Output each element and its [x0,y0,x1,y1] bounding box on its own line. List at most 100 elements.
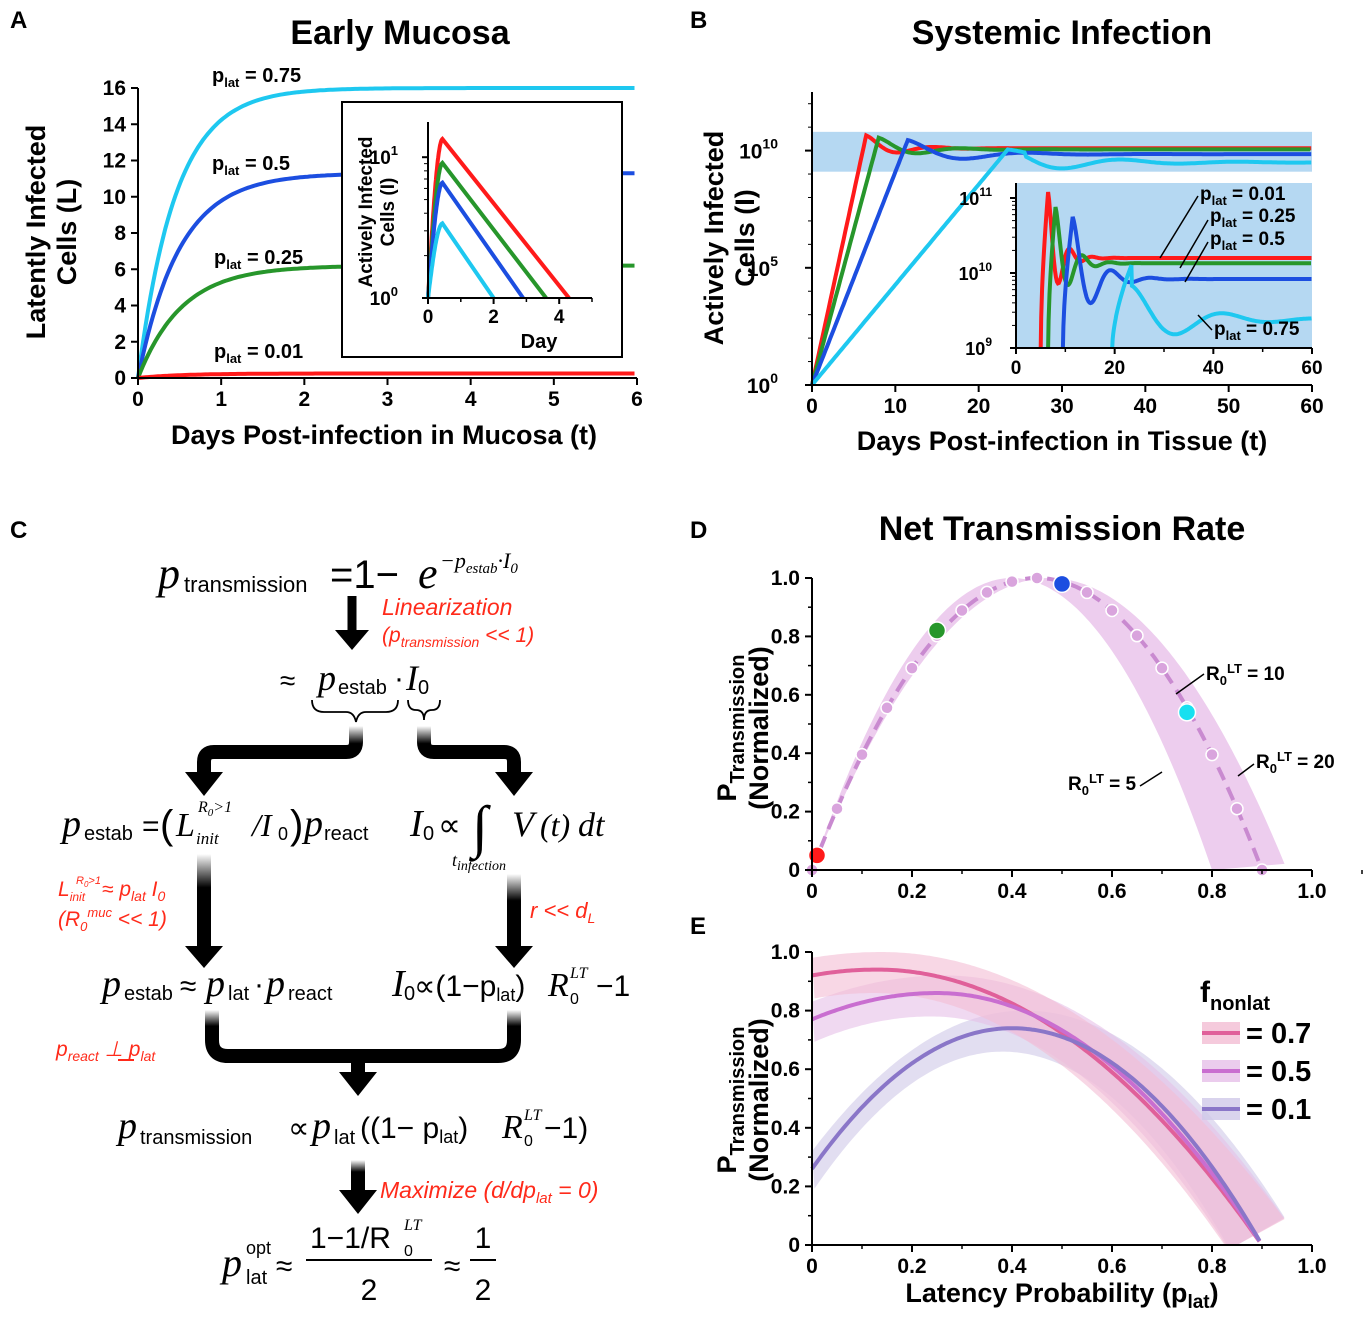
svg-text:∝: ∝ [438,807,461,843]
y-tick-label-a: 2 [114,331,126,354]
inset-y-tick-label-b: 1011 [959,185,992,209]
svg-text:p: p [301,803,323,845]
data-point-d [1005,574,1019,589]
legend-label-2: = 0.1 [1246,1094,1311,1126]
svg-text:R0>1: R0>1 [197,799,232,819]
series-label-a-2: plat = 0.25 [214,247,303,272]
data-point-d [830,801,844,816]
svg-text:p: p [99,963,121,1005]
svg-text:L: L [175,807,195,844]
svg-text:Latency Probability (plat): Latency Probability (plat) [905,1278,1218,1313]
svg-text:plat = 0.01: plat = 0.01 [1200,184,1286,208]
highlight-point-d [1177,703,1197,722]
series-line-b-2 [810,137,1312,386]
svg-text:r << dL: r << dL [530,898,595,926]
svg-text:p: p [263,963,285,1005]
r0-label-10: R0LT = 10 [1206,661,1285,688]
svg-text:(Normalized): (Normalized) [744,1018,774,1182]
svg-text:≈: ≈ [180,970,196,1003]
series-line-b-3 [810,147,1312,387]
arrow-left-mid-head [185,946,223,968]
svg-text:/I: /I [250,807,273,843]
brace-right [407,699,441,721]
svg-text:R0LT = 10: R0LT = 10 [1206,661,1285,688]
y-axis-label-d: PTransmission (Normalized) [712,646,774,810]
series-line-b-1 [810,135,1311,386]
band-e-0 [812,1010,1285,1245]
legend-e: fnonlat = 0.7 = 0.5 = 0.1 [1200,976,1311,1126]
cond-right: r << dL [530,898,595,926]
panel-letter-a: A [10,7,27,34]
inset-y-label-a-line2: Cells (I) [378,178,399,247]
y-axis-label-a-line2: Cells (L) [52,179,82,286]
svg-text:1−1/R: 1−1/R [310,1222,391,1255]
x-tick-label-d: 0 [806,880,818,903]
svg-text:2: 2 [361,1274,378,1307]
eq-top: p transmission =1− e −pestab·I0 [155,548,518,598]
curve-left [197,726,363,776]
x-tick-label-a: 2 [298,388,310,411]
svg-text:plat = 0.01: plat = 0.01 [214,341,303,366]
inset-plot-b: 0 20 40 60 109 1010 1011 [959,183,1323,379]
x-tick-label-a: 3 [382,388,394,411]
data-point-d [1030,571,1044,585]
inset-label-b-1: plat = 0.25 [1210,206,1296,230]
data-point-d [1155,661,1169,675]
svg-text:estab: estab [124,983,173,1005]
y-tick-label-e: 0.6 [771,1058,800,1081]
x-tick-label-a: 5 [548,388,560,411]
svg-text:≈ plat I0: ≈ plat I0 [102,878,166,904]
svg-text:0: 0 [404,1243,413,1260]
svg-text:PTransmission: PTransmission [712,1027,749,1174]
inset-series-b-2 [1060,216,1312,349]
svg-text:≈: ≈ [280,665,295,696]
x-tick-label-b: 10 [884,395,907,418]
r0-label-5: R0LT = 5 [1068,771,1137,798]
x-tick-label-b: 60 [1300,395,1323,418]
data-point-d [855,747,869,762]
svg-text:=1−: =1− [330,553,399,597]
svg-text:R0LT = 20: R0LT = 20 [1256,749,1335,776]
svg-text:lat: lat [334,1127,356,1149]
svg-text:((1− plat): ((1− plat) [360,1112,468,1147]
x-tick-label-b: 20 [967,395,990,418]
y-tick-label-d: 1.0 [771,567,800,590]
svg-text:preact ⊥ plat: preact ⊥ plat [55,1038,156,1064]
svg-text:react: react [324,823,369,845]
eq-left2: p estab ≈ p lat · p react [99,963,333,1005]
inset-x-tick-label-a: 0 [423,307,434,328]
svg-text:I: I [391,963,407,1005]
x-axis-label-b: Days Post-infection in Tissue (t) [857,426,1268,456]
svg-text:I: I [409,803,425,845]
data-point-d [905,661,919,675]
svg-text:R: R [547,967,569,1004]
svg-text:tinfection: tinfection [452,850,506,874]
legend-label-0: = 0.7 [1246,1018,1311,1050]
x-tick-label-b: 40 [1134,395,1157,418]
inset-x-tick-label-a: 2 [488,307,499,328]
inset-series-b-1 [1046,206,1311,349]
indep-note: preact ⊥ plat [55,1038,156,1064]
series-line-a-3 [137,371,635,380]
curve-left-head [185,772,223,796]
svg-text:≈: ≈ [444,1250,460,1283]
svg-text:): ) [290,803,303,847]
x-tick-label-e: 0.4 [997,1255,1027,1278]
svg-text:Linearization: Linearization [382,594,512,620]
svg-text:Maximize (d/dplat = 0): Maximize (d/dplat = 0) [380,1177,598,1207]
y-tick-label-d: 0.4 [771,742,801,765]
merge-head [339,1072,377,1096]
inset-x-label-a: Day [521,331,559,353]
svg-text:(: ( [160,803,174,847]
inset-x-tick-label-b: 20 [1104,358,1125,379]
svg-text:0: 0 [570,991,579,1008]
svg-text:transmission: transmission [140,1127,252,1149]
y-tick-label-d: 0 [788,859,800,882]
x-tick-label-e: 0.6 [1097,1255,1126,1278]
x-tick-label-a: 0 [132,388,144,411]
data-point-d [1230,801,1244,816]
series-line-e-1 [811,991,1262,1243]
